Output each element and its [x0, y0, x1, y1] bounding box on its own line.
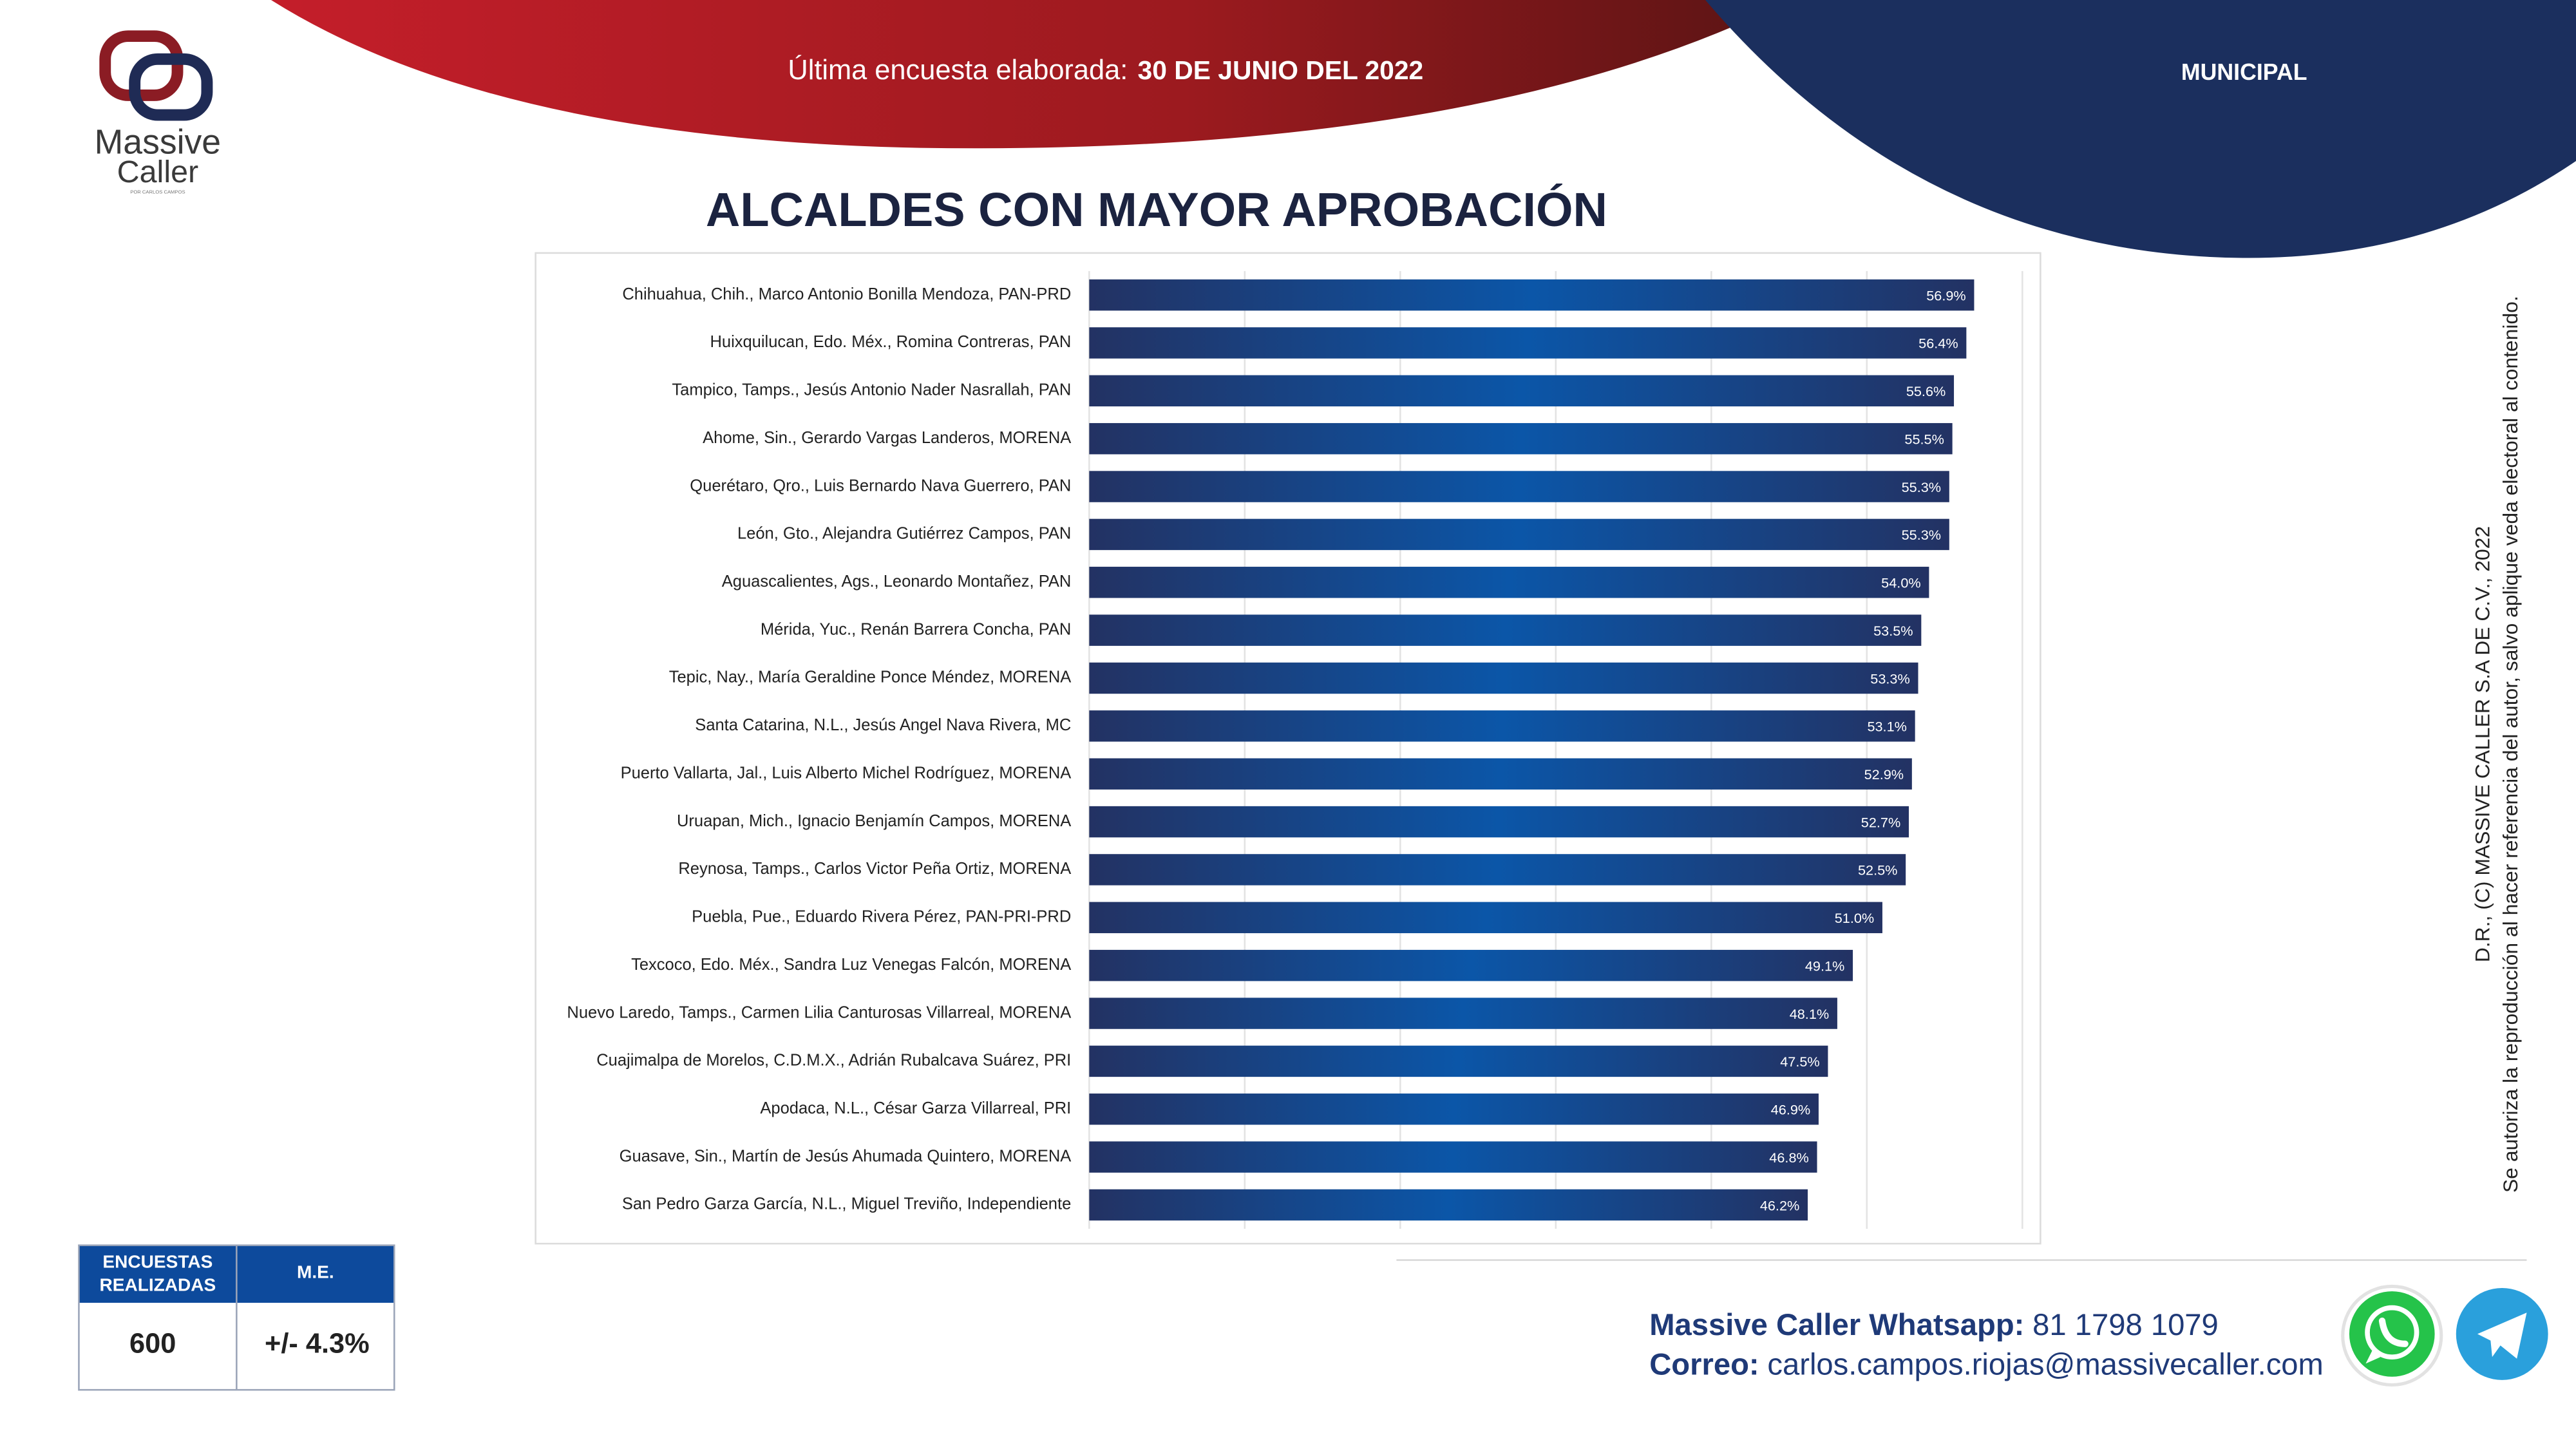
header-swoosh [270, 0, 1791, 149]
table-header-text: ENCUESTAS [102, 1252, 213, 1272]
whatsapp-icon[interactable] [2341, 1284, 2443, 1387]
bar [1089, 949, 1853, 981]
y-tick-label: León, Gto., Alejandra Gutiérrez Campos, … [737, 525, 1071, 543]
y-tick-label: Reynosa, Tamps., Carlos Victor Peña Orti… [678, 860, 1071, 878]
value-label: 54.0% [1881, 575, 1920, 591]
bar [1089, 422, 1953, 455]
value-label: 46.8% [1769, 1150, 1808, 1166]
value-label: 46.9% [1771, 1102, 1810, 1118]
telegram-icon[interactable] [2456, 1288, 2548, 1380]
logo-text: Massive [95, 124, 221, 162]
value-label: 49.1% [1805, 958, 1844, 974]
table-header: M.E. [297, 1262, 334, 1282]
bar [1089, 375, 1955, 407]
bar [1089, 518, 1949, 551]
bar [1089, 1141, 1817, 1173]
y-tick-label: Santa Catarina, N.L., Jesús Angel Nava R… [695, 716, 1071, 734]
y-tick-label: Huixquilucan, Edo. Méx., Romina Contrera… [710, 333, 1071, 351]
y-tick-label: Ahome, Sin., Gerardo Vargas Landeros, MO… [703, 429, 1071, 447]
value-label: 55.6% [1906, 383, 1946, 399]
value-label: 53.5% [1873, 623, 1913, 639]
y-tick-label: Texcoco, Edo. Méx., Sandra Luz Venegas F… [631, 956, 1071, 974]
value-label: 55.5% [1904, 431, 1944, 447]
bar [1089, 327, 1967, 359]
y-tick-label: Apodaca, N.L., César Garza Villarreal, P… [760, 1099, 1071, 1117]
bar [1089, 710, 1915, 742]
logo-bubble-red [99, 30, 184, 101]
bar [1089, 1094, 1819, 1125]
plot-area: Chihuahua, Chih., Marco Antonio Bonilla … [567, 270, 2023, 1229]
y-tick-label: Mérida, Yuc., Renán Barrera Concha, PAN [761, 620, 1071, 638]
logo-text: Caller [117, 155, 199, 189]
y-tick-label: Uruapan, Mich., Ignacio Benjamín Campos,… [677, 812, 1071, 830]
bar [1089, 614, 1922, 646]
y-tick-label: Puerto Vallarta, Jal., Luis Alberto Mich… [621, 764, 1072, 782]
y-tick-label: Aguascalientes, Ags., Leonardo Montañez,… [722, 573, 1071, 591]
icon-glyph [2378, 1317, 2409, 1347]
header-circle [1705, 0, 2576, 258]
value-label: 52.9% [1864, 766, 1904, 782]
icon-glyph [2365, 1305, 2420, 1359]
contact-label: Massive Caller Whatsapp: [1649, 1309, 2024, 1343]
bar [1089, 471, 1949, 502]
table-header-text: REALIZADAS [100, 1275, 216, 1295]
chart-title: ALCALDES CON MAYOR APROBACIÓN [706, 183, 1607, 236]
value-label: 55.3% [1902, 527, 1941, 543]
table-cell: 600 [129, 1329, 176, 1359]
copyright: Se autoriza la reproducción al hacer ref… [2499, 296, 2522, 1193]
value-label: 48.1% [1790, 1006, 1829, 1022]
sample-table: ENCUESTAS REALIZADAS M.E. 600 +/- 4.3% [78, 1244, 395, 1391]
bar [1089, 279, 1975, 311]
bar [1089, 806, 1909, 838]
logo-tagline: POR CARLOS CAMPOS [130, 189, 185, 194]
y-tick-label: San Pedro Garza García, N.L., Miguel Tre… [622, 1195, 1071, 1213]
value-label: 56.9% [1926, 287, 1965, 303]
y-tick-label: Querétaro, Qro., Luis Bernardo Nava Guer… [690, 477, 1071, 495]
bar [1089, 902, 1882, 934]
y-tick-label: Tampico, Tamps., Jesús Antonio Nader Nas… [672, 381, 1071, 399]
contact-line: Correo: carlos.campos.riojas@massivecalle… [1649, 1348, 2324, 1382]
bar [1089, 998, 1837, 1029]
y-tick-label: Tepic, Nay., María Geraldine Ponce Ménde… [669, 668, 1072, 687]
icon-glyph [2365, 1350, 2381, 1364]
value-label: 55.3% [1902, 479, 1941, 495]
contact-line: Massive Caller Whatsapp: 81 1798 1079 [1649, 1309, 2219, 1343]
y-tick-label: Guasave, Sin., Martín de Jesús Ahumada Q… [620, 1147, 1072, 1165]
value-label: 52.7% [1861, 814, 1900, 830]
value-label: 53.3% [1870, 670, 1909, 687]
y-tick-label: Puebla, Pue., Eduardo Rivera Pérez, PAN-… [692, 908, 1071, 926]
icon-bg [2349, 1291, 2435, 1377]
logo: Massive Caller POR CARLOS CAMPOS [95, 30, 221, 194]
table-cell: +/- 4.3% [265, 1329, 370, 1359]
contact-value: 81 1798 1079 [2032, 1309, 2219, 1343]
value-label: 51.0% [1835, 910, 1874, 926]
survey-date-line: Última encuesta elaborada: 30 DE JUNIO DE… [788, 55, 1423, 86]
survey-label: Última encuesta elaborada: [788, 55, 1128, 86]
value-label: 47.5% [1780, 1054, 1819, 1070]
bar [1089, 567, 1929, 598]
section-label: MUNICIPAL [2181, 59, 2307, 85]
y-tick-label: Chihuahua, Chih., Marco Antonio Bonilla … [622, 285, 1071, 303]
chart-frame [535, 252, 2041, 1245]
icon-glyph [2477, 1312, 2527, 1359]
logo-bubble-navy [129, 53, 213, 121]
value-label: 46.2% [1760, 1197, 1799, 1213]
y-tick-label: Cuajimalpa de Morelos, C.D.M.X., Adrián … [596, 1052, 1071, 1070]
value-label: 53.1% [1867, 719, 1906, 735]
contact-label: Correo: [1649, 1348, 1759, 1382]
bar [1089, 758, 1912, 790]
y-tick-label: Nuevo Laredo, Tamps., Carmen Lilia Cantu… [567, 1003, 1071, 1021]
bar [1089, 1045, 1828, 1077]
copyright: D.R., (C) MASSIVE CALLER S.A DE C.V., 20… [2471, 526, 2494, 962]
bar [1089, 1189, 1808, 1221]
survey-date: 30 DE JUNIO DEL 2022 [1138, 55, 1424, 85]
value-label: 56.4% [1918, 336, 1958, 352]
bar [1089, 854, 1906, 886]
contact-value: carlos.campos.riojas@massivecaller.com [1767, 1348, 2323, 1382]
table-header: ENCUESTAS REALIZADAS [100, 1252, 216, 1295]
bar [1089, 662, 1918, 694]
value-label: 52.5% [1858, 862, 1897, 878]
